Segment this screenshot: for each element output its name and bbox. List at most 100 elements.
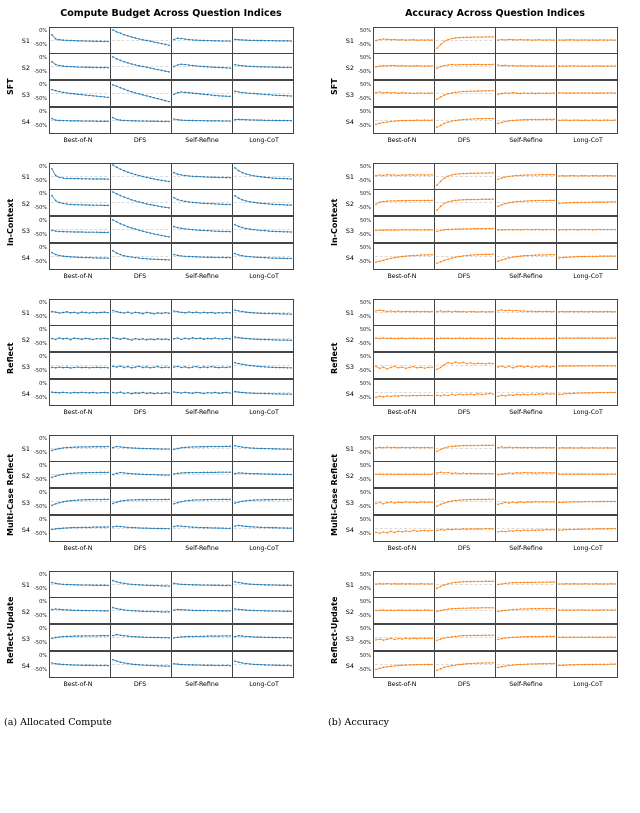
subplot — [171, 299, 233, 326]
group-label-reflect: Reflect — [6, 342, 15, 375]
y-tick: 0% — [39, 653, 47, 659]
y-tick: 50% — [359, 109, 371, 115]
subplot — [49, 80, 111, 107]
group-label-reflect-update: Reflect-Update — [6, 596, 15, 665]
subplot — [171, 624, 233, 651]
column-label-self-refine: Self-Refine — [185, 273, 219, 280]
y-tick-labels: 50% -50% — [356, 54, 373, 81]
subplot — [171, 352, 233, 379]
y-tick: -50% — [34, 314, 47, 320]
y-tick-labels: 50% -50% — [356, 217, 373, 244]
subplot — [434, 189, 496, 216]
y-tick: -50% — [358, 450, 371, 456]
y-tick: 50% — [359, 517, 371, 523]
y-tick: 0% — [39, 517, 47, 523]
row-label-s2: S2 — [21, 607, 30, 616]
subplot — [373, 651, 435, 678]
subplot — [49, 53, 111, 80]
subplot — [556, 651, 618, 678]
y-tick-labels: 50% -50% — [356, 380, 373, 407]
row-label-s2: S2 — [21, 471, 30, 480]
subplot — [49, 189, 111, 216]
y-tick: -50% — [34, 586, 47, 592]
y-tick: -50% — [358, 259, 371, 265]
column-label-long-cot: Long-CoT — [249, 137, 279, 144]
subplot — [171, 107, 233, 134]
subplot — [556, 163, 618, 190]
subplot — [434, 27, 496, 54]
y-tick: -50% — [34, 477, 47, 483]
subplot — [110, 216, 172, 243]
y-tick: 50% — [359, 327, 371, 333]
column-label-best-of-n: Best-of-N — [387, 681, 417, 688]
plot-row: S3 50% -50% — [341, 80, 634, 108]
y-tick: -50% — [34, 42, 47, 48]
y-tick-labels: 0% -50% — [32, 571, 49, 598]
subplot — [49, 461, 111, 488]
row-label-s1: S1 — [345, 580, 354, 589]
subplot — [171, 216, 233, 243]
column-label-dfs: DFS — [133, 137, 147, 144]
subplot — [556, 352, 618, 379]
subplot — [232, 243, 294, 270]
y-tick-labels: 0% -50% — [32, 516, 49, 543]
row-label-s2: S2 — [21, 199, 30, 208]
column-labels-row: Best-of-N DFS Self-Refine Long-CoT — [341, 407, 634, 418]
figure-group-reflect-update: Reflect-Update S1 50% -50% S2 50% -50% S3 50% -50… — [328, 571, 634, 690]
y-tick: 0% — [39, 572, 47, 578]
y-tick: 50% — [359, 245, 371, 251]
y-tick-labels: 50% -50% — [356, 326, 373, 353]
subplot — [495, 352, 557, 379]
y-tick: 50% — [359, 82, 371, 88]
subplot — [232, 53, 294, 80]
y-tick-labels: 0% -50% — [32, 81, 49, 108]
subplot — [110, 624, 172, 651]
plot-row: S1 50% -50% — [341, 27, 634, 54]
y-tick: -50% — [34, 341, 47, 347]
plot-row: S4 50% -50% — [341, 651, 634, 679]
subplot — [110, 352, 172, 379]
row-label-s4: S4 — [345, 389, 354, 398]
subplot — [49, 352, 111, 379]
group-label-in-context: In-Context — [6, 198, 15, 247]
subplot — [171, 597, 233, 624]
plot-row: S4 0% -50% — [17, 515, 310, 543]
plot-row: S3 0% -50% — [17, 624, 310, 652]
subplot — [556, 624, 618, 651]
subplot — [434, 488, 496, 515]
plot-row: S1 50% -50% — [341, 571, 634, 598]
subplot — [110, 651, 172, 678]
subplot — [495, 515, 557, 542]
plot-row: S3 50% -50% — [341, 216, 634, 244]
plot-row: S2 50% -50% — [341, 189, 634, 217]
subplot — [171, 80, 233, 107]
y-tick-labels: 50% -50% — [356, 27, 373, 54]
subplot — [171, 27, 233, 54]
row-label-s3: S3 — [21, 226, 30, 235]
plot-row: S4 50% -50% — [341, 107, 634, 135]
plot-row: S2 0% -50% — [17, 189, 310, 217]
subplot — [49, 216, 111, 243]
column-label-dfs: DFS — [457, 409, 471, 416]
subplot — [232, 435, 294, 462]
column-label-self-refine: Self-Refine — [185, 137, 219, 144]
row-label-s1: S1 — [21, 444, 30, 453]
subplot — [232, 352, 294, 379]
subplot — [232, 597, 294, 624]
y-tick-labels: 50% -50% — [356, 598, 373, 625]
column-label-dfs: DFS — [457, 273, 471, 280]
y-tick-labels: 0% -50% — [32, 217, 49, 244]
subplot — [49, 624, 111, 651]
plot-row: S1 50% -50% — [341, 163, 634, 190]
subplot — [556, 243, 618, 270]
plot-row: S1 50% -50% — [341, 299, 634, 326]
subplot — [373, 325, 435, 352]
row-label-s2: S2 — [345, 471, 354, 480]
subplot — [495, 488, 557, 515]
y-tick-labels: 50% -50% — [356, 462, 373, 489]
row-label-s3: S3 — [345, 90, 354, 99]
plot-row: S4 0% -50% — [17, 243, 310, 271]
subplot — [110, 243, 172, 270]
column-label-self-refine: Self-Refine — [509, 545, 543, 552]
subplot — [495, 597, 557, 624]
